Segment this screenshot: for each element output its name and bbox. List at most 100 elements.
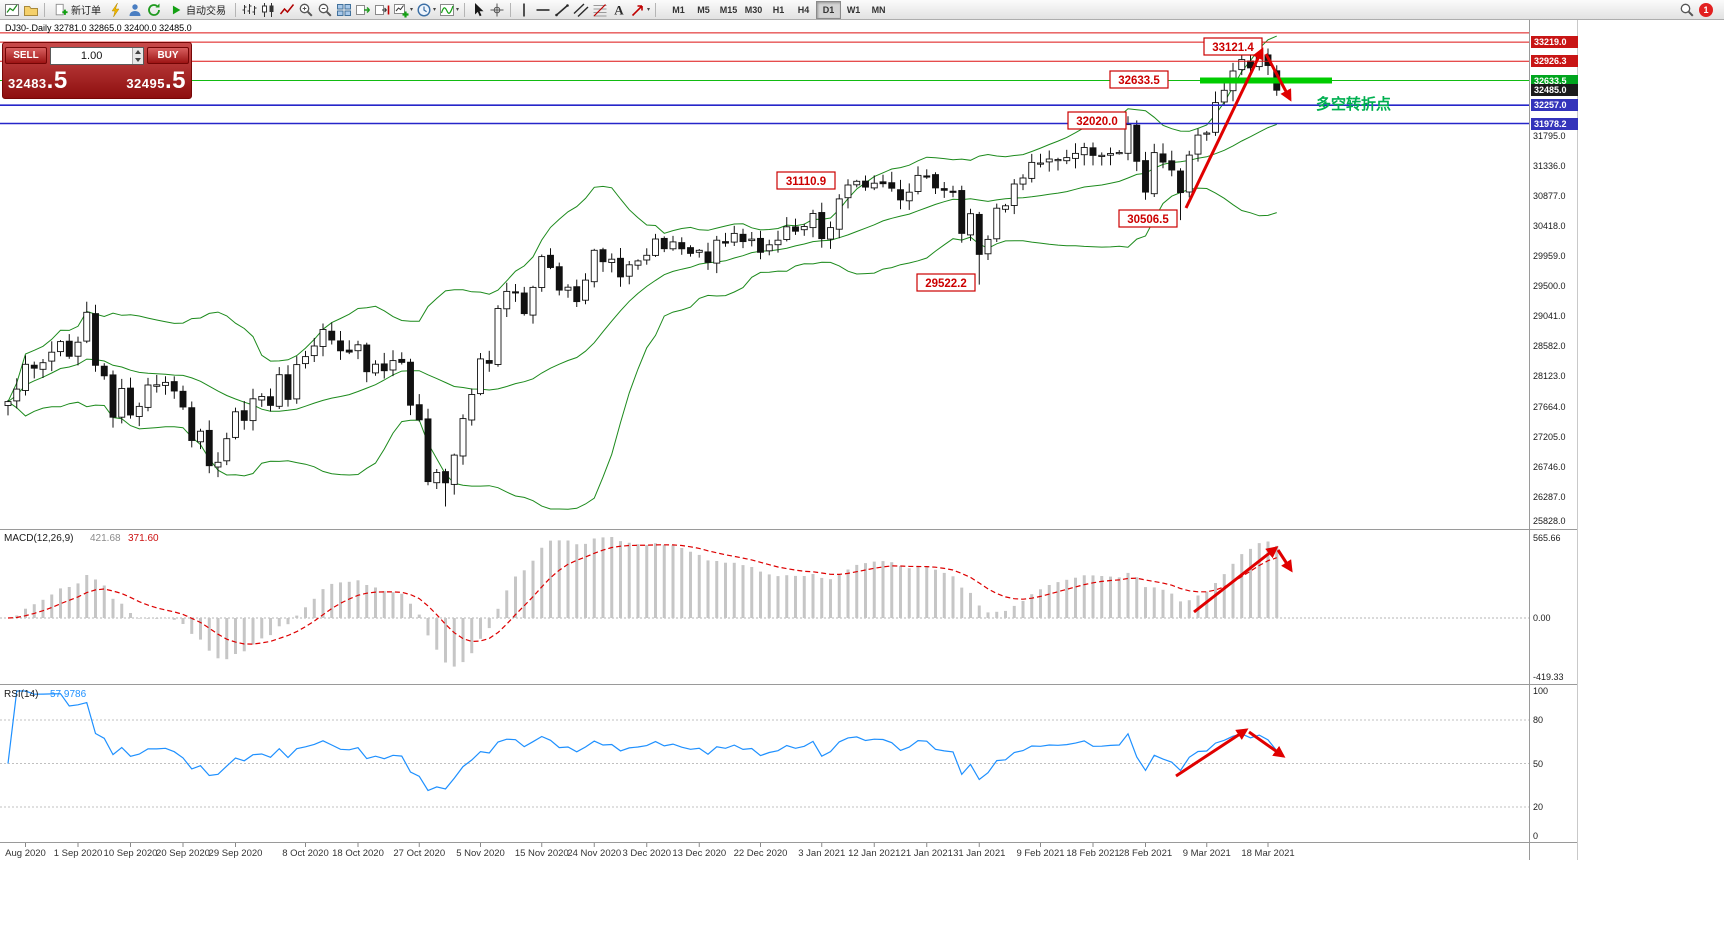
indicators-icon[interactable]: ▾	[438, 1, 460, 19]
lot-spinner	[132, 47, 143, 64]
date-tick-label: 15 Nov 2020	[515, 848, 569, 859]
price-callout[interactable]: 33121.4	[1212, 42, 1254, 54]
one-click-trading-panel: SELL BUY 32483.5 32495.5	[2, 42, 192, 99]
buy-button[interactable]: BUY	[147, 47, 189, 64]
timeframe-m15[interactable]: M15	[719, 4, 738, 15]
price-grid-label: 26746.0	[1533, 461, 1566, 472]
date-tick-label: 24 Nov 2020	[567, 848, 621, 859]
price-grid-label: 27205.0	[1533, 431, 1566, 442]
macd-main-value: 421.68	[90, 533, 121, 544]
price-tag: 32485.0	[1531, 84, 1578, 97]
candlestick-chart-icon[interactable]	[259, 1, 277, 19]
notification-badge[interactable]: 1	[1699, 2, 1713, 17]
profile-icon[interactable]	[22, 1, 40, 19]
price-callout[interactable]: 32020.0	[1076, 116, 1118, 128]
cursor-icon[interactable]	[469, 1, 487, 19]
sell-price: 32483.5	[8, 67, 68, 94]
lot-decrease-button[interactable]	[135, 57, 142, 62]
date-tick-label: 12 Jan 2021	[848, 848, 900, 859]
price-callout[interactable]: 30506.5	[1127, 214, 1169, 226]
chart-canvas[interactable]: MACD(12,26,9) 421.68 371.60 RSI(14) 57.9786 A…	[0, 0, 1578, 870]
date-tick-label: 18 Oct 2020	[332, 848, 384, 859]
auto-scroll-icon[interactable]	[354, 1, 372, 19]
timeframe-w1[interactable]: W1	[846, 4, 861, 15]
text-tool-icon[interactable]: A	[610, 1, 628, 19]
lot-increase-button[interactable]	[135, 49, 142, 54]
periods-icon[interactable]: ▾	[415, 1, 437, 19]
horizontal-line-icon[interactable]	[534, 1, 552, 19]
date-tick-label: 8 Oct 2020	[282, 848, 328, 859]
fibonacci-icon[interactable]	[591, 1, 609, 19]
channel-icon[interactable]	[572, 1, 590, 19]
price-grid-label: 29500.0	[1533, 281, 1566, 292]
horizontal-level-lines[interactable]	[0, 32, 1529, 125]
rsi-axis-label: 100	[1533, 686, 1549, 696]
price-grid-label: 28123.0	[1533, 371, 1566, 382]
search-icon[interactable]	[1678, 1, 1696, 19]
timeframe-h1[interactable]: H1	[772, 4, 785, 15]
price-grid-label: 31795.0	[1533, 130, 1566, 141]
date-tick-label: 18 Feb 2021	[1066, 848, 1119, 859]
turning-point-note[interactable]: 多空转折点	[1316, 95, 1391, 113]
zoom-in-icon[interactable]	[297, 1, 315, 19]
rsi-axis-label: 80	[1533, 715, 1544, 725]
date-tick-label: Aug 2020	[5, 848, 46, 859]
price-grid-label: 25828.0	[1533, 516, 1566, 526]
price-callout[interactable]: 31110.9	[786, 176, 826, 188]
rsi-panel: RSI(14) 57.9786	[0, 689, 1529, 808]
timeframe-d1[interactable]: D1	[816, 0, 842, 19]
auto-trading-button[interactable]: 自动交易	[164, 1, 231, 18]
rsi-axis-label: 20	[1533, 802, 1544, 812]
vertical-line-icon[interactable]	[515, 1, 533, 19]
price-callout-labels[interactable]: 33121.4 32633.5 32020.0 31110.9 30506.5 29522…	[776, 37, 1263, 292]
market-watch-icon[interactable]	[126, 1, 144, 19]
lot-input[interactable]	[51, 47, 133, 64]
date-tick-label: 27 Oct 2020	[393, 848, 445, 859]
timeframe-m1[interactable]: M1	[672, 4, 685, 15]
date-tick-label: 3 Dec 2020	[622, 848, 671, 859]
price-callout[interactable]: 32633.5	[1118, 75, 1160, 87]
timeframe-m30[interactable]: M30	[744, 4, 763, 15]
svg-text:A: A	[614, 2, 624, 17]
timeframe-h4[interactable]: H4	[797, 4, 810, 15]
zoom-out-icon[interactable]	[316, 1, 334, 19]
date-tick-label: 13 Dec 2020	[672, 848, 726, 859]
tile-windows-icon[interactable]	[335, 1, 353, 19]
price-tag: 32926.3	[1531, 55, 1578, 68]
buy-price: 32495.5	[126, 67, 186, 94]
refresh-icon[interactable]	[145, 1, 163, 19]
price-grid-label: 29041.0	[1533, 311, 1566, 322]
chart-window-icon[interactable]	[3, 1, 21, 19]
date-tick-label: 31 Jan 2021	[953, 848, 1005, 859]
trend-arrows[interactable]	[1175, 47, 1293, 778]
new-order-button[interactable]: 新订单	[49, 1, 106, 18]
date-tick-label: 10 Sep 2020	[104, 848, 158, 859]
rsi-axis-label: 50	[1533, 758, 1544, 769]
arrows-tool-icon[interactable]: ▾	[629, 1, 651, 19]
chart-shift-end-icon[interactable]	[373, 1, 391, 19]
chart-shift-icon[interactable]	[107, 1, 125, 19]
price-axis[interactable]: 31795.0 31336.0 30877.0 30418.0 29959.0 29500…	[1531, 0, 1597, 862]
bollinger-bands	[7, 35, 1277, 510]
toolbar-separator	[655, 2, 657, 17]
bar-chart-icon[interactable]	[240, 1, 258, 19]
date-tick-label: 18 Mar 2021	[1241, 848, 1294, 859]
timeframe-m5[interactable]: M5	[697, 4, 710, 15]
crosshair-icon[interactable]	[488, 1, 506, 19]
price-callout[interactable]: 29522.2	[925, 278, 967, 290]
macd-signal-value: 371.60	[128, 533, 159, 544]
date-tick-label: 1 Sep 2020	[54, 848, 103, 859]
timeframe-toolbar: M1 M5 M15 M30 H1 H4 D1 W1 MN	[666, 0, 891, 19]
date-tick-label: 5 Nov 2020	[456, 848, 505, 859]
toolbar-separator	[235, 2, 236, 17]
sell-button[interactable]: SELL	[5, 47, 47, 64]
trendline-icon[interactable]	[553, 1, 571, 19]
price-tag: 32257.0	[1531, 99, 1578, 112]
new-chart-icon[interactable]: ▾	[392, 1, 414, 19]
timeframe-mn[interactable]: MN	[871, 4, 886, 15]
date-tick-label: 9 Mar 2021	[1183, 848, 1231, 859]
line-chart-icon[interactable]	[278, 1, 296, 19]
chart-ohlc-header: DJ30-.Daily 32781.0 32865.0 32400.0 3248…	[5, 23, 192, 33]
toolbar-separator	[44, 2, 45, 17]
